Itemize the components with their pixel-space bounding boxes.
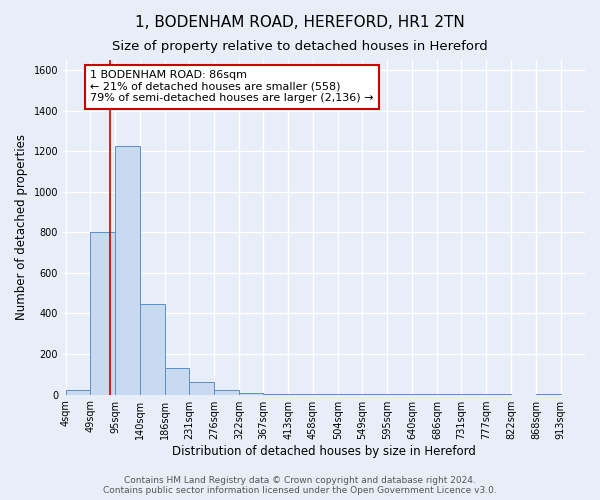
- Bar: [90, 232, 115, 394]
- Text: Contains HM Land Registry data © Crown copyright and database right 2024.
Contai: Contains HM Land Registry data © Crown c…: [103, 476, 497, 495]
- Bar: [239, 392, 263, 394]
- Bar: [165, 368, 190, 394]
- Y-axis label: Number of detached properties: Number of detached properties: [15, 134, 28, 320]
- Text: 1, BODENHAM ROAD, HEREFORD, HR1 2TN: 1, BODENHAM ROAD, HEREFORD, HR1 2TN: [135, 15, 465, 30]
- Bar: [66, 390, 90, 394]
- Bar: [214, 390, 239, 394]
- Bar: [190, 382, 214, 394]
- Bar: [115, 146, 140, 394]
- X-axis label: Distribution of detached houses by size in Hereford: Distribution of detached houses by size …: [172, 444, 476, 458]
- Text: Size of property relative to detached houses in Hereford: Size of property relative to detached ho…: [112, 40, 488, 53]
- Bar: [140, 304, 165, 394]
- Text: 1 BODENHAM ROAD: 86sqm
← 21% of detached houses are smaller (558)
79% of semi-de: 1 BODENHAM ROAD: 86sqm ← 21% of detached…: [90, 70, 374, 103]
